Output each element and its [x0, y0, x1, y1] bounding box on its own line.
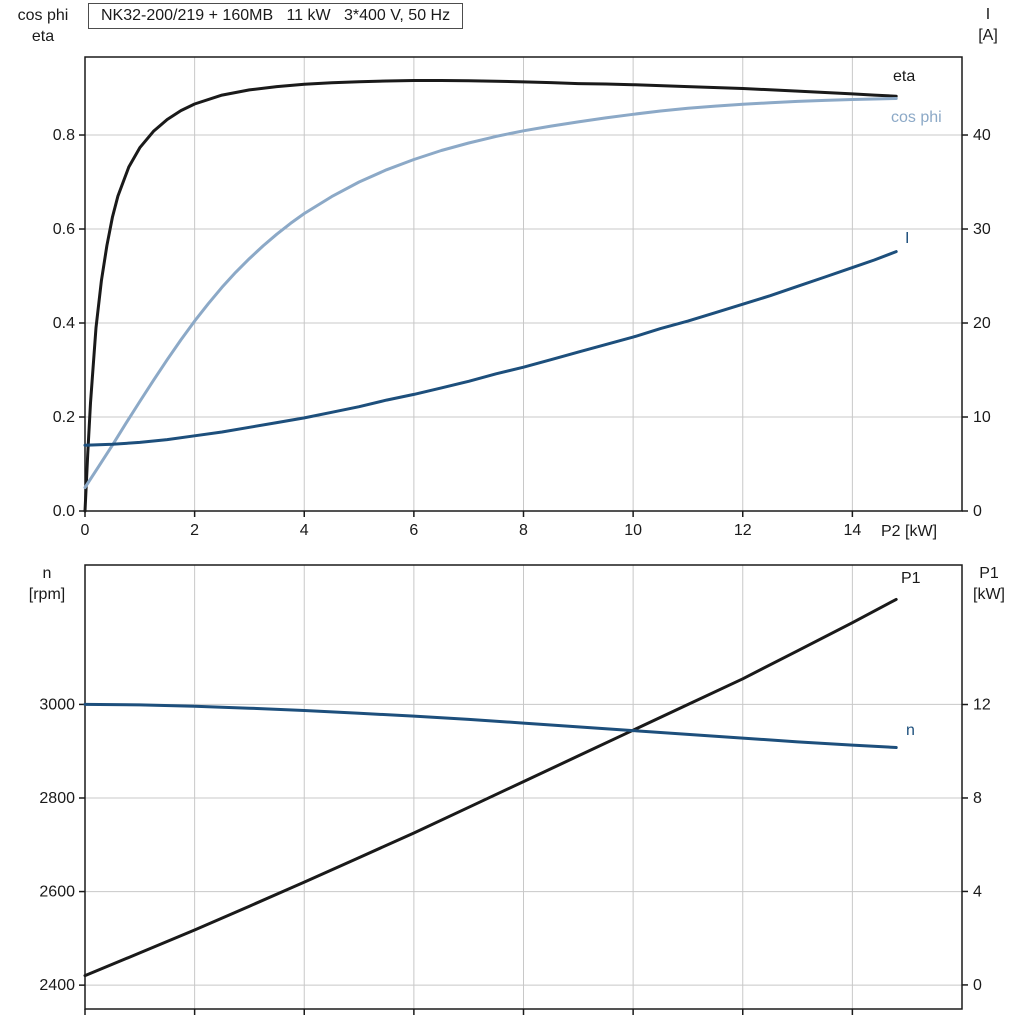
- series-label-I: I: [905, 230, 909, 247]
- series-n: [83, 702, 898, 749]
- series-label-P1: P1: [901, 570, 921, 587]
- left-tick-label: 0.6: [53, 221, 75, 238]
- chart-title: NK32-200/219 + 160MB 11 kW 3*400 V, 50 H…: [88, 3, 464, 29]
- left-tick-label: 2400: [39, 977, 75, 994]
- left-tick-label: 0.0: [53, 503, 75, 520]
- series-cos-phi: [83, 97, 898, 489]
- left-tick-label: 0.4: [53, 315, 75, 332]
- right-tick-label: 30: [973, 221, 991, 238]
- upper-left-axis-label: cos phi eta: [2, 5, 84, 47]
- right-tick-label: 12: [973, 697, 991, 714]
- right-tick-label: 40: [973, 127, 991, 144]
- axis-label-p1: P1: [979, 565, 999, 582]
- series-P1: [83, 597, 898, 978]
- axis-label-speed: n: [42, 565, 52, 582]
- x-tick-label: 12: [734, 522, 752, 539]
- x-tick-label: 10: [624, 522, 642, 539]
- lower-left-axis-label: n [rpm]: [14, 563, 80, 605]
- lower-right-axis-label: P1 [kW]: [960, 563, 1018, 605]
- x-tick-label: 14: [843, 522, 861, 539]
- x-tick-label: 2: [190, 522, 199, 539]
- right-tick-label: 4: [973, 883, 982, 900]
- right-tick-label: 0: [973, 503, 982, 520]
- axis-label-p1-unit: [kW]: [973, 586, 1005, 603]
- x-tick-label: 4: [300, 522, 309, 539]
- series-I: [83, 250, 898, 447]
- x-axis-unit-label: P2 [kW]: [881, 523, 937, 540]
- left-tick-label: 0.2: [53, 409, 75, 426]
- x-tick-label: 6: [409, 522, 418, 539]
- x-tick-label: 0: [81, 522, 90, 539]
- series-eta: [83, 79, 898, 513]
- series-label-eta: eta: [893, 68, 915, 85]
- axis-label-speed-unit: [rpm]: [28, 586, 66, 603]
- chart-upper-motor-curves: 0 2 4 6 8 10 12 14 0.0 0.2 0.4 0.6 0.8 0 10 20 30 40 P2 [k…: [53, 56, 991, 540]
- right-tick-label: 8: [973, 790, 982, 807]
- x-tick-label: 8: [519, 522, 528, 539]
- upper-right-axis-label: I [A]: [962, 4, 1014, 46]
- axis-label-current-unit: [A]: [978, 27, 998, 44]
- left-tick-label: 2800: [39, 790, 75, 807]
- left-tick-label: 2600: [39, 884, 75, 901]
- axis-label-cos-phi: cos phi: [17, 7, 69, 24]
- right-tick-label: 0: [973, 977, 982, 994]
- series-label-n: n: [906, 722, 915, 739]
- left-tick-label: 3000: [39, 696, 75, 713]
- right-tick-label: 10: [973, 409, 991, 426]
- axis-label-current: I: [985, 6, 991, 23]
- right-tick-label: 20: [973, 315, 991, 332]
- left-tick-label: 0.8: [53, 127, 75, 144]
- series-label-cos-phi: cos phi: [891, 109, 942, 126]
- chart-lower-motor-curves: 2400 2600 2800 3000 0 4 8 12 P1 n: [39, 564, 991, 1015]
- axis-label-eta: eta: [31, 28, 55, 45]
